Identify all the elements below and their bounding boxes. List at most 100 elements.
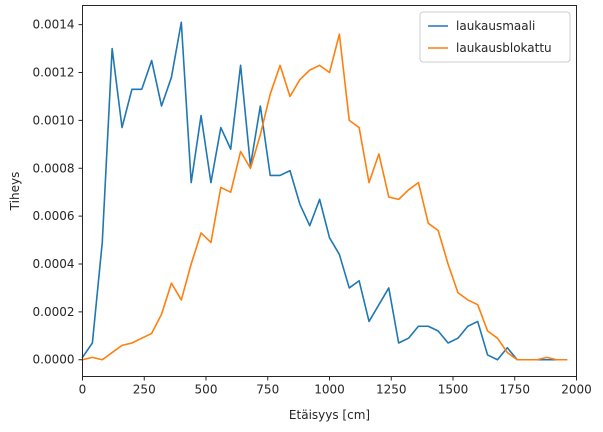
- data-point: [298, 78, 301, 81]
- plot-frame: [82, 5, 577, 377]
- data-point: [358, 279, 361, 282]
- data-point: [121, 344, 124, 347]
- data-point: [200, 231, 203, 234]
- data-point: [209, 181, 212, 184]
- data-point: [219, 186, 222, 189]
- data-point: [437, 330, 440, 333]
- x-tick-label: 2000: [561, 383, 592, 397]
- data-point: [417, 181, 420, 184]
- data-point: [407, 188, 410, 191]
- data-point: [516, 358, 519, 361]
- y-axis-ticks: 0.0000 0.0002 0.0004 0.0006 0.0008 0.0010 0.00…: [33, 18, 83, 367]
- data-point: [130, 88, 133, 91]
- data-point: [456, 291, 459, 294]
- y-tick-label: 0.0004: [33, 257, 75, 271]
- data-point: [130, 341, 133, 344]
- data-point: [180, 298, 183, 301]
- y-tick-label: 0.0010: [33, 113, 75, 127]
- data-point: [308, 224, 311, 227]
- data-point: [526, 358, 529, 361]
- data-point: [279, 64, 282, 67]
- data-point: [318, 198, 321, 201]
- series-line-laukausmaali: [81, 21, 568, 361]
- data-point: [288, 95, 291, 98]
- data-point: [91, 341, 94, 344]
- data-point: [427, 325, 430, 328]
- data-point: [348, 286, 351, 289]
- data-point: [170, 76, 173, 79]
- data-point: [229, 191, 232, 194]
- data-point: [496, 358, 499, 361]
- data-point: [368, 181, 371, 184]
- data-point: [555, 358, 558, 361]
- data-point: [140, 337, 143, 340]
- legend-label-laukausblokattu: laukausblokattu: [456, 41, 552, 55]
- data-point: [368, 320, 371, 323]
- data-point: [190, 181, 193, 184]
- data-point: [545, 356, 548, 359]
- data-point: [269, 174, 272, 177]
- data-point: [298, 203, 301, 206]
- data-point: [259, 105, 262, 108]
- data-point: [200, 114, 203, 117]
- data-point: [506, 351, 509, 354]
- data-point: [417, 325, 420, 328]
- data-point: [190, 263, 193, 266]
- data-point: [160, 313, 163, 316]
- data-point: [288, 169, 291, 172]
- data-point: [180, 21, 183, 24]
- data-point: [91, 356, 94, 359]
- y-tick-label: 0.0012: [33, 66, 75, 80]
- x-axis-label: Etäisyys [cm]: [289, 408, 370, 422]
- data-point: [466, 325, 469, 328]
- data-point: [506, 346, 509, 349]
- x-tick-label: 500: [195, 383, 218, 397]
- data-point: [239, 150, 242, 153]
- data-point: [466, 298, 469, 301]
- plot-area: [81, 21, 568, 361]
- y-tick-label: 0.0002: [33, 305, 75, 319]
- data-point: [269, 93, 272, 96]
- legend-box: [419, 11, 571, 63]
- data-point: [111, 351, 114, 354]
- data-point: [456, 337, 459, 340]
- data-point: [476, 303, 479, 306]
- data-point: [358, 126, 361, 129]
- y-tick-label: 0.0000: [33, 353, 75, 367]
- data-point: [348, 119, 351, 122]
- data-point: [387, 286, 390, 289]
- data-point: [437, 229, 440, 232]
- data-point: [219, 126, 222, 129]
- legend-label-laukausmaali: laukausmaali: [456, 19, 535, 33]
- data-point: [150, 332, 153, 335]
- x-tick-label: 1000: [314, 383, 345, 397]
- x-axis-ticks: 0 250 500 750 1000 1250 1500 1750 2000: [79, 376, 592, 397]
- x-tick-label: 0: [79, 383, 87, 397]
- y-tick-label: 0.0006: [33, 209, 75, 223]
- data-point: [476, 320, 479, 323]
- data-point: [239, 64, 242, 67]
- data-point: [101, 241, 104, 244]
- data-point: [140, 88, 143, 91]
- data-point: [111, 47, 114, 50]
- data-point: [170, 282, 173, 285]
- data-point: [377, 303, 380, 306]
- data-point: [328, 71, 331, 74]
- y-axis-label: Tiheys: [8, 172, 22, 212]
- data-point: [486, 330, 489, 333]
- data-point: [209, 241, 212, 244]
- data-point: [447, 263, 450, 266]
- data-point: [150, 59, 153, 62]
- x-tick-label: 1750: [499, 383, 530, 397]
- data-point: [101, 358, 104, 361]
- data-point: [259, 133, 262, 136]
- y-tick-label: 0.0008: [33, 161, 75, 175]
- data-point: [279, 174, 282, 177]
- data-point: [338, 253, 341, 256]
- data-point: [121, 126, 124, 129]
- data-point: [447, 341, 450, 344]
- data-point: [427, 222, 430, 225]
- data-point: [229, 148, 232, 151]
